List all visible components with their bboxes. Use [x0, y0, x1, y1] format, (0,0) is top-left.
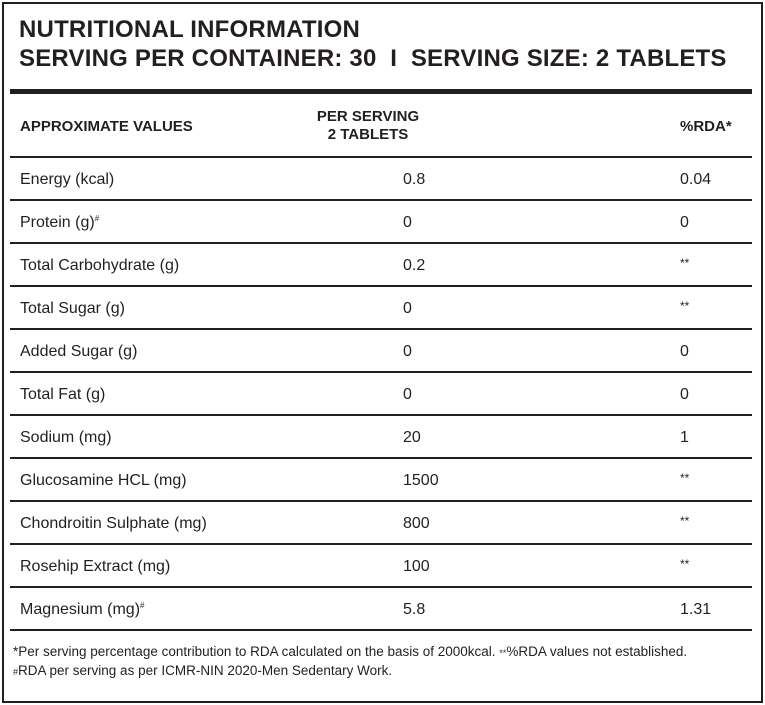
nutrient-name: Total Sugar (g)	[20, 287, 125, 330]
per-serving-value: 800	[403, 515, 430, 532]
table-row: Rosehip Extract (mg) 100 **	[10, 545, 752, 588]
header-approx-values: APPROXIMATE VALUES	[20, 118, 193, 135]
nutrient-footnote-mark: #	[94, 214, 100, 223]
rda-value: **	[680, 514, 690, 528]
header-per-serving-line2: 2 TABLETS	[327, 126, 409, 143]
per-serving-value: 0	[403, 343, 412, 360]
footnote-1-stars: **	[499, 648, 507, 658]
footnote-1: *Per serving percentage contribution to …	[13, 643, 687, 662]
footnote-1-text-b: %RDA values not established.	[506, 644, 688, 659]
per-serving-value: 0.2	[403, 257, 426, 274]
table-row: Energy (kcal) 0.8 0.04	[10, 158, 752, 201]
table-row: Magnesium (mg)# 5.8 1.31	[10, 588, 752, 631]
rda-value: 1.31	[680, 601, 712, 618]
nutrient-name-text: Added Sugar (g)	[20, 343, 138, 360]
row-divider	[10, 328, 752, 330]
title-line-2: SERVING PER CONTAINER: 30 I SERVING SIZE…	[19, 45, 727, 72]
footnote-2: #RDA per serving as per ICMR-NIN 2020-Me…	[13, 662, 687, 681]
footnotes: *Per serving percentage contribution to …	[13, 643, 687, 681]
nutrient-name: Glucosamine HCL (mg)	[20, 459, 187, 502]
nutrient-name: Total Carbohydrate (g)	[20, 244, 179, 287]
table-header: APPROXIMATE VALUES PER SERVING 2 TABLETS…	[10, 95, 752, 158]
nutrient-name-text: Chondroitin Sulphate (mg)	[20, 515, 207, 532]
footnote-1-text-a: *Per serving percentage contribution to …	[13, 644, 500, 659]
thick-divider	[10, 89, 752, 94]
rda-value: 0	[680, 214, 689, 231]
table-row: Total Fat (g) 0 0	[10, 373, 752, 416]
nutrient-name-text: Sodium (mg)	[20, 429, 112, 446]
nutrient-name-text: Magnesium (mg)	[20, 601, 141, 618]
table-row: Chondroitin Sulphate (mg) 800 **	[10, 502, 752, 545]
per-serving-value: 100	[403, 558, 430, 575]
row-divider	[10, 457, 752, 459]
rda-value: 0	[680, 343, 689, 360]
nutrient-name: Added Sugar (g)	[20, 330, 137, 373]
footnote-2-text: RDA per serving as per ICMR-NIN 2020-Men…	[18, 663, 393, 678]
per-serving-value: 20	[403, 429, 421, 446]
row-divider	[10, 586, 752, 588]
rda-value: **	[680, 471, 690, 485]
table-row: Total Sugar (g) 0 **	[10, 287, 752, 330]
per-serving-value: 0	[403, 214, 412, 231]
label-title: NUTRITIONAL INFORMATION SERVING PER CONT…	[19, 15, 727, 73]
row-divider	[10, 500, 752, 502]
nutrient-name-text: Total Fat (g)	[20, 386, 106, 403]
table-row: Sodium (mg) 20 1	[10, 416, 752, 459]
rda-value: 0.04	[680, 171, 712, 188]
nutrient-name-text: Total Carbohydrate (g)	[20, 257, 180, 274]
nutrient-name-text: Total Sugar (g)	[20, 300, 125, 317]
title-line-1: NUTRITIONAL INFORMATION	[19, 16, 361, 43]
row-divider	[10, 414, 752, 416]
row-divider	[10, 199, 752, 201]
per-serving-value: 1500	[403, 472, 439, 489]
rda-value: 1	[680, 429, 689, 446]
nutrient-name: Rosehip Extract (mg)	[20, 545, 170, 588]
nutrient-name-text: Glucosamine HCL (mg)	[20, 472, 187, 489]
row-divider	[10, 242, 752, 244]
footnote-2-mark: #	[13, 667, 19, 677]
nutrient-name-text: Energy (kcal)	[20, 171, 115, 188]
rda-value: **	[680, 557, 690, 571]
row-divider	[10, 371, 752, 373]
row-divider	[10, 543, 752, 545]
table-row: Glucosamine HCL (mg) 1500 **	[10, 459, 752, 502]
rda-value: 0	[680, 386, 689, 403]
per-serving-value: 0.8	[403, 171, 426, 188]
header-rda: %RDA*	[680, 118, 732, 135]
nutrient-name: Magnesium (mg)#	[20, 588, 144, 631]
rda-value: **	[680, 299, 690, 313]
nutrient-name: Chondroitin Sulphate (mg)	[20, 502, 207, 545]
row-divider	[10, 285, 752, 287]
nutrient-name: Total Fat (g)	[20, 373, 105, 416]
header-per-serving-line1: PER SERVING	[316, 108, 420, 125]
nutrient-name: Energy (kcal)	[20, 158, 114, 201]
row-divider	[10, 629, 752, 631]
table-row: Protein (g)# 0 0	[10, 201, 752, 244]
nutrient-name-text: Protein (g)	[20, 214, 95, 231]
nutrient-footnote-mark: #	[140, 601, 145, 610]
nutrient-name: Sodium (mg)	[20, 416, 112, 459]
nutrient-name-text: Rosehip Extract (mg)	[20, 558, 171, 575]
nutrient-name: Protein (g)#	[20, 201, 99, 244]
per-serving-value: 5.8	[403, 601, 426, 618]
per-serving-value: 0	[403, 386, 412, 403]
table-row: Added Sugar (g) 0 0	[10, 330, 752, 373]
table-row: Total Carbohydrate (g) 0.2 **	[10, 244, 752, 287]
rda-value: **	[680, 256, 690, 270]
per-serving-value: 0	[403, 300, 412, 317]
row-divider	[10, 156, 752, 158]
